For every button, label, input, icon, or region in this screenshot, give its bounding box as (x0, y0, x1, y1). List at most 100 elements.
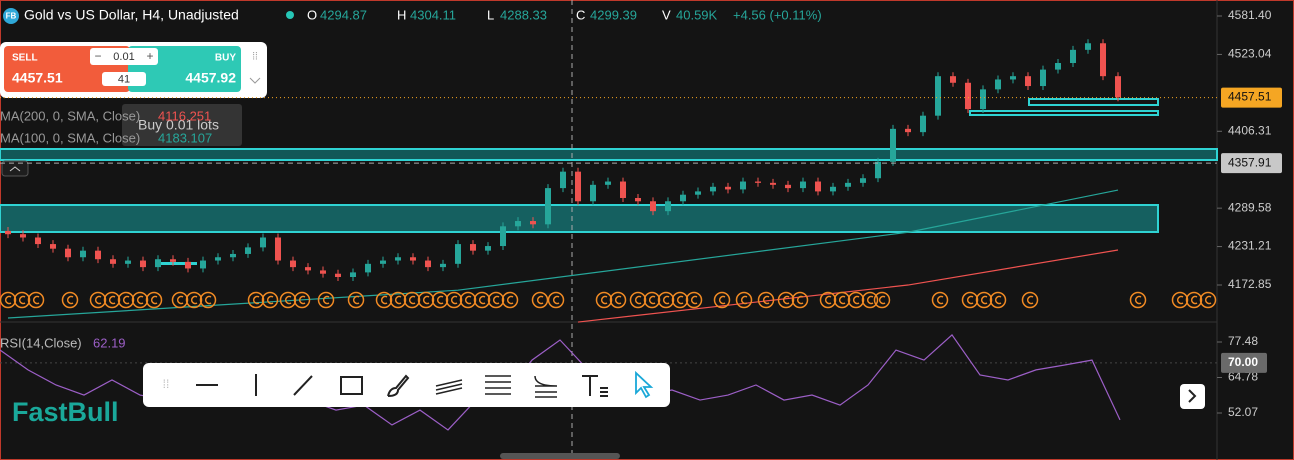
ohlc-value: 40.59K (676, 7, 718, 22)
event-marker (833, 291, 851, 309)
event-marker (0, 291, 17, 309)
candle-body (1070, 49, 1076, 64)
change: +4.56 (+0.11%) (733, 7, 822, 22)
event-marker-glyph (936, 295, 944, 305)
event-marker-glyph (450, 295, 458, 305)
zone-small[interactable] (155, 262, 197, 265)
buy-label: BUY (215, 53, 236, 64)
candle-body (635, 197, 641, 202)
event-marker (473, 291, 491, 309)
candle-body (905, 128, 911, 133)
collapse-button[interactable] (1, 160, 29, 177)
event-marker (199, 291, 217, 309)
event-marker-glyph (980, 295, 988, 305)
event-marker (89, 291, 107, 309)
scrollbar[interactable] (500, 453, 620, 459)
candle-body (215, 257, 221, 261)
tool-rectangle[interactable] (340, 376, 363, 395)
tool-fib[interactable] (485, 375, 511, 395)
zone-small[interactable] (969, 110, 1159, 116)
event-marker (403, 291, 421, 309)
event-marker-glyph (1134, 295, 1142, 305)
candle-body (305, 267, 311, 271)
ohlc-key: C (576, 7, 585, 22)
event-marker (735, 291, 753, 309)
event-marker (961, 291, 979, 309)
zone-box[interactable] (0, 204, 1159, 233)
tool-trendline[interactable] (293, 375, 313, 396)
rsi-tick-label: 77.48 (1228, 334, 1258, 348)
candle-body (770, 182, 776, 185)
event-marker-glyph (266, 295, 274, 305)
candle-body (290, 260, 296, 268)
event-marker-glyph (866, 295, 874, 305)
event-marker (847, 291, 865, 309)
price-tick-label: 4406.31 (1228, 123, 1272, 137)
ohlc-value: 4288.33 (500, 7, 547, 22)
symbol-icon (3, 8, 19, 24)
lots: 41 (118, 73, 130, 85)
symbol-icon-text: FB (6, 12, 17, 21)
zone-band[interactable] (0, 148, 1218, 161)
event-marker (657, 291, 675, 309)
event-marker-glyph (478, 295, 486, 305)
candles (5, 39, 1121, 323)
quantity-box[interactable] (90, 48, 158, 65)
event-marker (279, 291, 297, 309)
plus[interactable]: + (146, 49, 153, 63)
candle-body (230, 253, 236, 258)
ma-value: 4183.107 (158, 130, 212, 145)
candle-body (425, 260, 431, 268)
lots-box[interactable] (102, 72, 146, 86)
candle-body (980, 89, 986, 110)
event-marker (117, 291, 135, 309)
drag-handle[interactable]: ⁞⁞ (252, 52, 258, 63)
event-marker-glyph (796, 295, 804, 305)
candle-body (350, 272, 356, 278)
candle-body (365, 263, 371, 273)
candle-body (440, 263, 446, 268)
candle-body (20, 234, 26, 238)
event-marker-glyph (18, 295, 26, 305)
event-marker (713, 291, 731, 309)
candle-body (875, 161, 881, 179)
price-tick-label: 4289.58 (1228, 200, 1272, 214)
moving-average (7, 189, 1119, 319)
ohlc-eq (494, 7, 498, 22)
event-marker (417, 291, 435, 309)
panel-chevron[interactable] (249, 77, 261, 84)
ohlc-key: V (662, 7, 671, 22)
toolbar-handle[interactable]: ⁞⁞ (163, 377, 170, 391)
tool-cursor[interactable] (635, 370, 654, 399)
candle-body (260, 237, 266, 248)
event-marker (131, 291, 149, 309)
tool-text[interactable] (582, 375, 608, 397)
tool-fan[interactable] (534, 375, 558, 398)
tool-channel[interactable] (435, 379, 463, 395)
event-marker-glyph (600, 295, 608, 305)
event-marker (989, 291, 1007, 309)
moving-average (577, 249, 1119, 323)
candle-body (185, 261, 191, 269)
event-marker (317, 291, 335, 309)
tool-brush[interactable] (387, 374, 410, 397)
event-marker-glyph (492, 295, 500, 305)
last-price-label: 4457.51 (1228, 90, 1272, 104)
event-marker-glyph (4, 295, 12, 305)
event-marker-glyph (552, 295, 560, 305)
event-marker (261, 291, 279, 309)
event-marker-glyph (614, 295, 622, 305)
candle-body (395, 257, 401, 261)
candle-body (605, 181, 611, 185)
status-dot (286, 11, 294, 19)
event-marker-glyph (762, 295, 770, 305)
candle-body (410, 257, 416, 261)
candle-body (35, 237, 41, 245)
minus[interactable]: − (94, 49, 101, 63)
event-marker-glyph (718, 295, 726, 305)
scroll-right-button[interactable] (1180, 384, 1205, 409)
zone-small[interactable] (1028, 98, 1159, 106)
candle-body (200, 260, 206, 269)
candle-body (545, 188, 551, 225)
